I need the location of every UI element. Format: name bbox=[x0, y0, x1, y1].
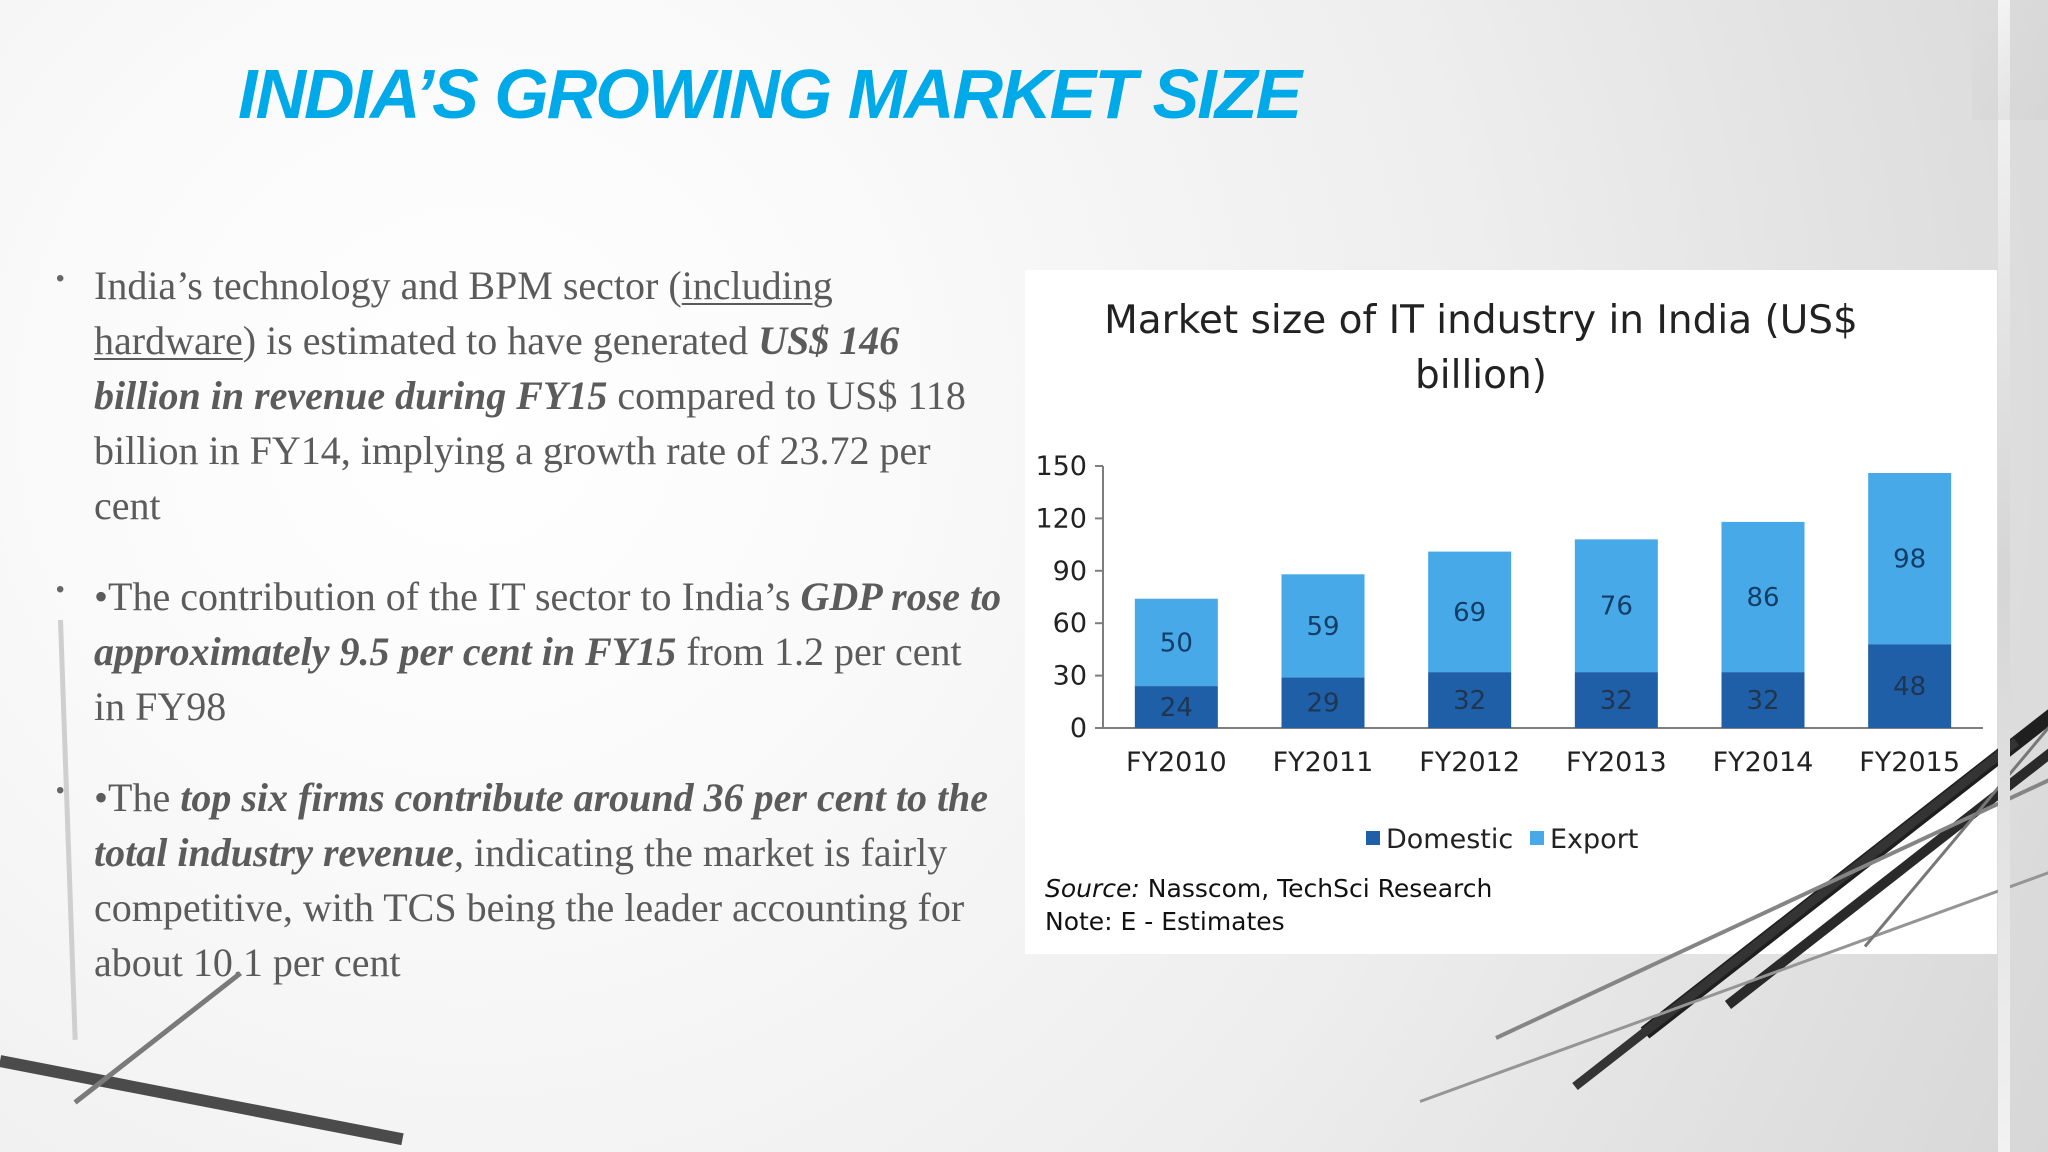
domestic-value-label: 32 bbox=[1453, 686, 1486, 716]
export-value-label: 59 bbox=[1306, 612, 1339, 642]
bullet-1-highlight: US$ 146 billion in revenue during FY15 bbox=[94, 318, 900, 418]
y-axis-tick-label: 60 bbox=[1053, 608, 1087, 639]
domestic-legend-swatch bbox=[1366, 831, 1380, 845]
y-axis-tick-label: 150 bbox=[1035, 451, 1087, 482]
x-axis-category-label: FY2012 bbox=[1419, 747, 1520, 778]
y-axis-tick-label: 120 bbox=[1035, 503, 1087, 534]
x-axis-category-label: FY2010 bbox=[1126, 747, 1227, 778]
bullet-2-highlight: GDP rose to approximately 9.5 per cent i… bbox=[94, 574, 1002, 674]
chart-bars-layer bbox=[1134, 472, 1952, 728]
note-line: Note: E - Estimates bbox=[1045, 907, 1285, 936]
domestic-value-label: 29 bbox=[1306, 689, 1339, 719]
domestic-legend-label: Domestic bbox=[1386, 824, 1513, 855]
export-value-label: 50 bbox=[1160, 628, 1193, 658]
y-axis-tick-label: 90 bbox=[1053, 556, 1087, 587]
domestic-bar bbox=[1134, 686, 1218, 728]
market-size-chart: Market size of IT industry in India (US$… bbox=[1035, 298, 1983, 855]
bullet-3-text: , indicating the market is fairly compet… bbox=[94, 830, 965, 985]
bullet-item-2: • •The contribution of the IT sector to … bbox=[56, 569, 1002, 734]
export-legend-label: Export bbox=[1550, 824, 1638, 855]
x-axis-category-label: FY2014 bbox=[1713, 747, 1814, 778]
x-axis-category-label: FY2011 bbox=[1273, 747, 1374, 778]
export-value-label: 86 bbox=[1746, 583, 1779, 613]
bullet-marker: • bbox=[56, 265, 65, 292]
source-text: Nasscom, TechSci Research bbox=[1147, 874, 1493, 903]
export-bar bbox=[1428, 551, 1512, 673]
bullet-1-underlined-text: including hardware bbox=[94, 263, 833, 363]
chart-source-note: Source: Nasscom, TechSci Research Note: … bbox=[1045, 872, 1492, 938]
domestic-value-label: 24 bbox=[1160, 693, 1193, 723]
chart-title-line-1: Market size of IT industry in India (US$ bbox=[1104, 298, 1858, 343]
export-value-label: 76 bbox=[1600, 592, 1633, 622]
chart-labels-layer: 24 50 29 59 32 69 32 76 32 86 48 98 bbox=[1160, 545, 1926, 723]
export-bar bbox=[1281, 574, 1365, 678]
export-bar bbox=[1721, 521, 1805, 673]
bullet-marker: • bbox=[56, 777, 65, 804]
domestic-value-label: 32 bbox=[1746, 686, 1779, 716]
chart-panel: Market size of IT industry in India (US$… bbox=[1025, 270, 1997, 954]
export-bar bbox=[1868, 472, 1952, 645]
bullet-2-text: •The contribution of the IT sector to In… bbox=[94, 574, 801, 619]
bullet-1-text: India’s technology and BPM sector ( bbox=[94, 263, 682, 308]
bullet-text-2: •The contribution of the IT sector to In… bbox=[94, 569, 1002, 734]
domestic-value-label: 48 bbox=[1893, 672, 1926, 702]
bullet-marker: • bbox=[56, 576, 65, 603]
export-bar bbox=[1134, 598, 1218, 687]
bullet-list: • India’s technology and BPM sector (inc… bbox=[56, 258, 1002, 1026]
source-line: Source: Nasscom, TechSci Research bbox=[1045, 872, 1492, 905]
export-value-label: 98 bbox=[1893, 545, 1926, 575]
y-axis-tick-label: 30 bbox=[1053, 661, 1087, 692]
domestic-value-label: 32 bbox=[1600, 686, 1633, 716]
bullet-text-3: •The top six firms contribute around 36 … bbox=[94, 770, 1002, 990]
bullet-2-text: from 1.2 per cent in FY98 bbox=[94, 629, 962, 729]
export-value-label: 69 bbox=[1453, 598, 1486, 628]
y-axis-tick-label: 0 bbox=[1070, 713, 1087, 744]
source-label: Source: bbox=[1045, 874, 1140, 903]
chart-legend: Domestic Export bbox=[1366, 824, 1638, 855]
export-bar bbox=[1574, 539, 1658, 673]
slide-title: INDIA’S GROWING MARKET SIZE bbox=[238, 55, 1302, 133]
bullet-1-text: ) is estimated to have generated bbox=[242, 318, 759, 363]
bullet-item-3: • •The top six firms contribute around 3… bbox=[56, 770, 1002, 990]
chart-title-line-2: billion) bbox=[1415, 353, 1547, 398]
export-legend-swatch bbox=[1530, 831, 1544, 845]
domestic-bar bbox=[1428, 672, 1512, 728]
domestic-bar bbox=[1281, 677, 1365, 728]
bullet-3-text: •The bbox=[94, 775, 181, 820]
bullet-3-highlight: top six firms contribute around 36 per c… bbox=[94, 775, 989, 875]
x-axis-category-label: FY2015 bbox=[1859, 747, 1960, 778]
x-axis-category-label: FY2013 bbox=[1566, 747, 1667, 778]
bullet-text-1: India’s technology and BPM sector (inclu… bbox=[94, 258, 1002, 533]
bullet-1-text: compared to US$ 118 billion in FY14, imp… bbox=[94, 373, 966, 528]
bullet-item-1: • India’s technology and BPM sector (inc… bbox=[56, 258, 1002, 533]
